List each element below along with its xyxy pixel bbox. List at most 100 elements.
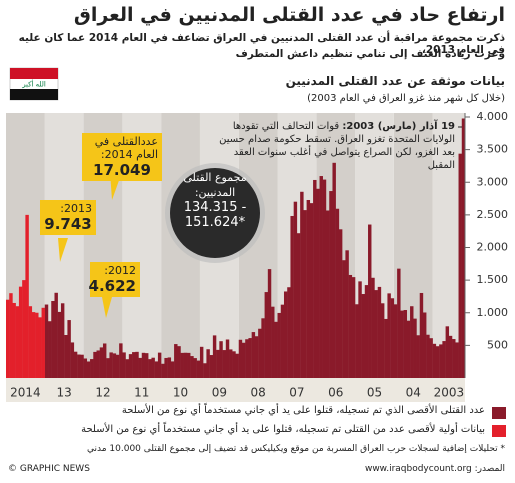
bar: [180, 352, 184, 378]
bar: [448, 335, 453, 378]
bar: [335, 208, 340, 378]
bar: [332, 162, 336, 378]
bar: [96, 350, 100, 378]
bar: [135, 351, 139, 378]
bar: [435, 346, 440, 378]
legend-swatch: [492, 407, 506, 419]
bar: [25, 214, 29, 378]
bar: [187, 352, 191, 378]
subtitle: وعزت زيادة العنف إلى تنامي تنظيم داعش ال…: [235, 48, 505, 60]
bar: [151, 357, 155, 378]
bar: [245, 339, 249, 378]
bar: [164, 357, 168, 378]
annotation: 19 آذار (مارس) 2003: قوات التحالف التي ت…: [205, 120, 455, 172]
bar: [209, 355, 214, 378]
y-tick-label: 500: [487, 338, 508, 351]
legend-swatch: [492, 425, 506, 437]
bar: [400, 310, 404, 378]
bar: [67, 320, 71, 378]
bar: [119, 343, 123, 378]
bar: [329, 191, 333, 378]
bar: [125, 359, 130, 378]
bar: [364, 285, 369, 378]
bar: [90, 359, 94, 378]
bar: [206, 349, 210, 378]
bar: [426, 334, 430, 378]
flag-emblem: الله أكبر: [21, 80, 46, 89]
chart-subtitle: (خلال كل شهر منذ غزو العراق في العام 200…: [307, 93, 505, 104]
bar: [461, 118, 466, 379]
bar: [132, 352, 136, 378]
bar: [99, 347, 104, 378]
bar: [148, 359, 152, 378]
bar: [355, 304, 359, 378]
bar: [387, 293, 391, 378]
bar: [442, 341, 446, 378]
bar: [60, 303, 65, 378]
label: 2012:: [104, 264, 136, 277]
legend-label: عدد القتلى الأقصى الذي تم تسجيله، قتلوا …: [121, 405, 485, 416]
flag-stripe: [10, 68, 58, 79]
bar: [238, 339, 243, 378]
value: 9.743: [44, 215, 92, 233]
source: المصدر: www.iraqbodycount.org: [364, 464, 505, 474]
credit: © GRAPHIC NEWS: [8, 464, 90, 474]
bar: [368, 224, 372, 378]
bar: [274, 321, 278, 378]
bar: [338, 229, 343, 378]
bar: [261, 318, 265, 378]
bar: [410, 306, 414, 378]
legend-label: بيانات أولية لأقصى عدد من القتلى تم تسجي…: [81, 424, 485, 435]
bar: [35, 312, 39, 378]
bar: [109, 352, 113, 378]
bar: [51, 301, 55, 378]
bar: [287, 287, 291, 378]
bar: [18, 286, 23, 378]
bar: [83, 358, 88, 378]
bar: [322, 179, 327, 378]
bar: [31, 312, 36, 378]
bar: [15, 306, 20, 378]
total-value: - 134.315: [183, 200, 247, 215]
title: ارتفاع حاد في عدد القتلى المدنيين في الع…: [73, 4, 505, 26]
y-tick-label: 3.000: [477, 175, 509, 188]
bar: [351, 277, 356, 378]
pointer: [58, 238, 68, 262]
bar: [222, 350, 227, 378]
bar: [190, 356, 194, 378]
bar: [28, 306, 33, 378]
bar: [212, 335, 217, 378]
bar: [439, 344, 443, 378]
bar: [316, 188, 320, 378]
bar: [241, 342, 246, 378]
bar: [429, 338, 433, 378]
bar: [309, 203, 314, 378]
bar: [174, 344, 178, 378]
bar: [319, 176, 323, 378]
bar: [183, 352, 188, 378]
bar: [413, 318, 417, 378]
bar: [154, 361, 159, 378]
bar: [419, 292, 424, 378]
value: 17.049: [93, 161, 151, 179]
bar: [251, 332, 256, 378]
bar: [293, 201, 298, 378]
x-tick-label: 12: [95, 386, 110, 400]
bar: [303, 210, 307, 378]
x-tick-label: 05: [367, 386, 382, 400]
subtitle: ذكرت مجموعة مراقبة أن عدد القتلى المدنيي…: [18, 32, 505, 56]
annotation-text: قوات التحالف التي تقودها الولايات المتحد…: [219, 121, 455, 171]
bar: [138, 357, 142, 378]
bar: [455, 342, 459, 378]
bar: [44, 304, 49, 378]
y-tick-label: 2.000: [477, 241, 509, 254]
bar: [271, 306, 275, 378]
bar: [54, 292, 58, 378]
total-label: مجموع القتلى المدنيين:: [183, 171, 247, 199]
bar: [377, 286, 382, 378]
bar: [290, 215, 294, 378]
bar: [73, 351, 78, 378]
bar: [280, 304, 285, 378]
bar: [432, 343, 437, 378]
annotation-box: عددالقتلى في العام 2014: 17.049: [82, 133, 162, 181]
